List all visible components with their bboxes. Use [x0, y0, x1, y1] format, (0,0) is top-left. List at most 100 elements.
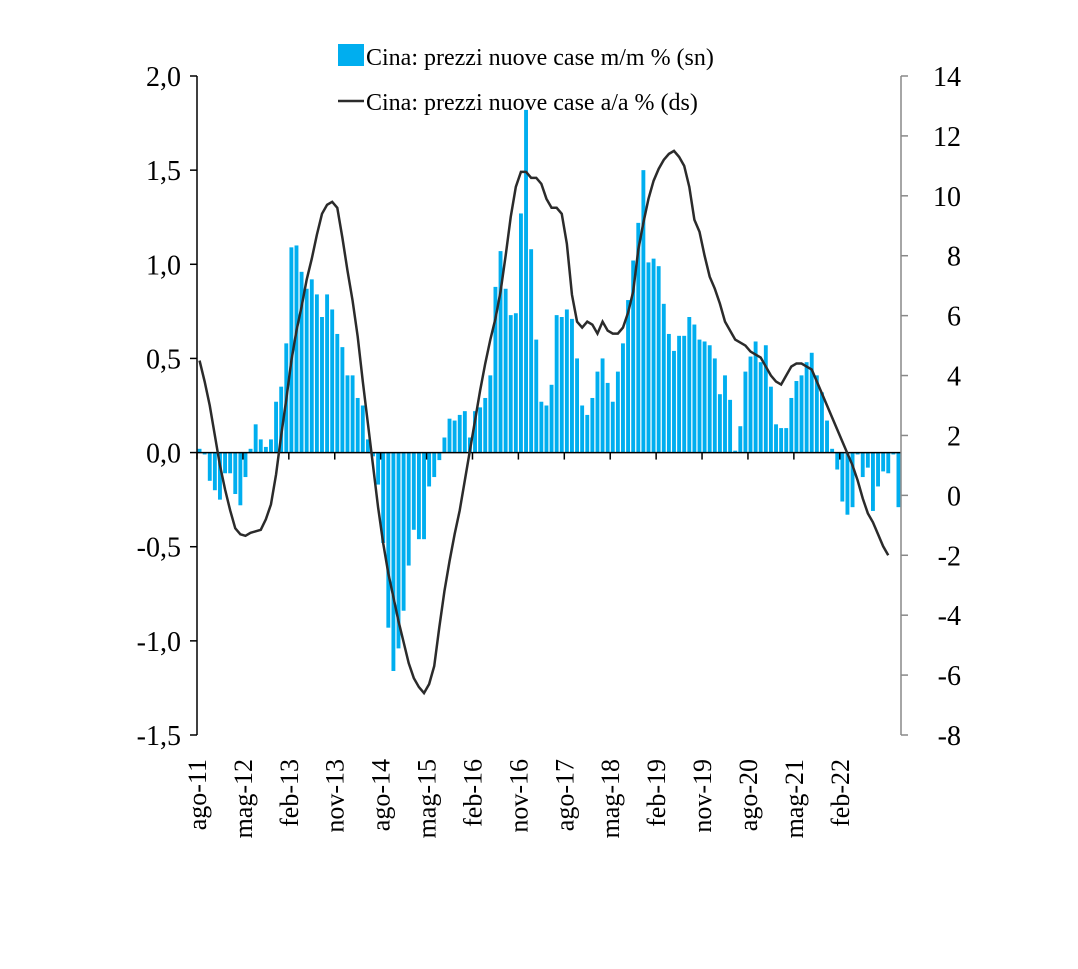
bar — [646, 262, 651, 453]
bar — [437, 452, 442, 461]
left-tick-label: 2,0 — [146, 62, 181, 93]
bar — [539, 401, 544, 453]
bar — [615, 371, 620, 453]
x-tick-label: feb-19 — [642, 759, 671, 827]
bar — [452, 420, 457, 453]
bar — [860, 452, 865, 478]
right-tick-label: 4 — [947, 362, 961, 393]
bar — [605, 382, 610, 453]
bar — [876, 452, 880, 487]
bar — [779, 428, 784, 453]
bar — [258, 439, 263, 453]
bar — [263, 446, 268, 453]
bar — [840, 452, 845, 502]
x-tick-label: ago-11 — [183, 759, 212, 830]
bar — [243, 452, 248, 478]
left-tick-label: 1,5 — [146, 156, 181, 187]
bar-series — [197, 109, 901, 671]
bar — [600, 358, 605, 453]
bar — [896, 452, 901, 508]
bar — [519, 213, 523, 453]
bar — [427, 452, 432, 487]
bar — [416, 452, 421, 540]
bar — [325, 294, 330, 453]
bar — [697, 339, 702, 453]
right-tick-label: -2 — [938, 541, 961, 572]
bar — [748, 356, 753, 453]
bar — [590, 397, 595, 453]
bar — [248, 448, 253, 453]
bar — [473, 411, 477, 453]
bar — [202, 452, 207, 455]
bar — [610, 401, 615, 453]
bar — [335, 333, 340, 453]
bar — [391, 452, 396, 671]
bar — [320, 317, 324, 453]
bar — [304, 288, 309, 453]
bar — [799, 375, 804, 453]
bar — [314, 294, 319, 453]
bar — [401, 452, 406, 611]
x-tick-label: nov-13 — [321, 759, 350, 833]
x-tick-label: mag-18 — [596, 759, 625, 838]
right-tick-label: -8 — [938, 721, 961, 752]
bar — [529, 249, 534, 453]
bar — [768, 386, 773, 453]
legend-bar-label: Cina: prezzi nuove case m/m % (sn) — [366, 45, 714, 71]
x-tick-label: feb-16 — [458, 759, 487, 827]
bar — [386, 452, 391, 628]
bar — [804, 362, 809, 453]
bar — [809, 352, 814, 453]
bar — [350, 375, 355, 453]
bar — [738, 426, 743, 453]
x-tick-label: mag-12 — [229, 759, 258, 838]
bar — [299, 271, 304, 453]
bar — [717, 394, 722, 453]
bar — [794, 381, 799, 453]
bar — [218, 452, 222, 500]
x-tick-label: ago-20 — [734, 759, 763, 831]
bar — [289, 247, 294, 453]
bar — [534, 339, 539, 453]
bar — [345, 375, 350, 453]
bar — [636, 222, 641, 453]
left-tick-label: -1,5 — [137, 721, 181, 752]
bar — [723, 375, 727, 453]
bar — [682, 335, 687, 453]
bar — [508, 315, 513, 453]
bar — [819, 392, 824, 453]
bar — [233, 452, 238, 494]
legend-line-label: Cina: prezzi nuove case a/a % (ds) — [366, 90, 698, 116]
bar — [763, 345, 768, 453]
bar — [702, 341, 707, 453]
bar — [554, 315, 559, 453]
right-tick-label: -4 — [938, 601, 961, 632]
bar — [483, 397, 488, 453]
bar — [758, 362, 763, 453]
right-tick-label: 0 — [947, 481, 961, 512]
bar — [330, 309, 335, 453]
bar — [513, 313, 518, 453]
bar — [855, 452, 860, 455]
bar — [498, 251, 503, 453]
bar — [743, 371, 748, 453]
x-tick-label: feb-13 — [275, 759, 304, 827]
bar — [396, 452, 401, 649]
legend: Cina: prezzi nuove case m/m % (sn) Cina:… — [338, 44, 714, 116]
bar — [371, 452, 375, 457]
bar — [432, 452, 437, 478]
right-tick-label: 8 — [947, 242, 961, 273]
bar — [677, 335, 682, 453]
bar — [595, 371, 600, 453]
right-tick-label: -6 — [938, 661, 961, 692]
bar — [881, 452, 886, 472]
bar — [626, 300, 631, 453]
right-tick-label: 10 — [933, 182, 961, 213]
bar — [228, 452, 233, 474]
x-tick-label: ago-17 — [550, 759, 579, 831]
bar — [672, 350, 676, 453]
bar — [666, 333, 671, 453]
bar — [733, 450, 738, 453]
bar — [580, 405, 585, 453]
